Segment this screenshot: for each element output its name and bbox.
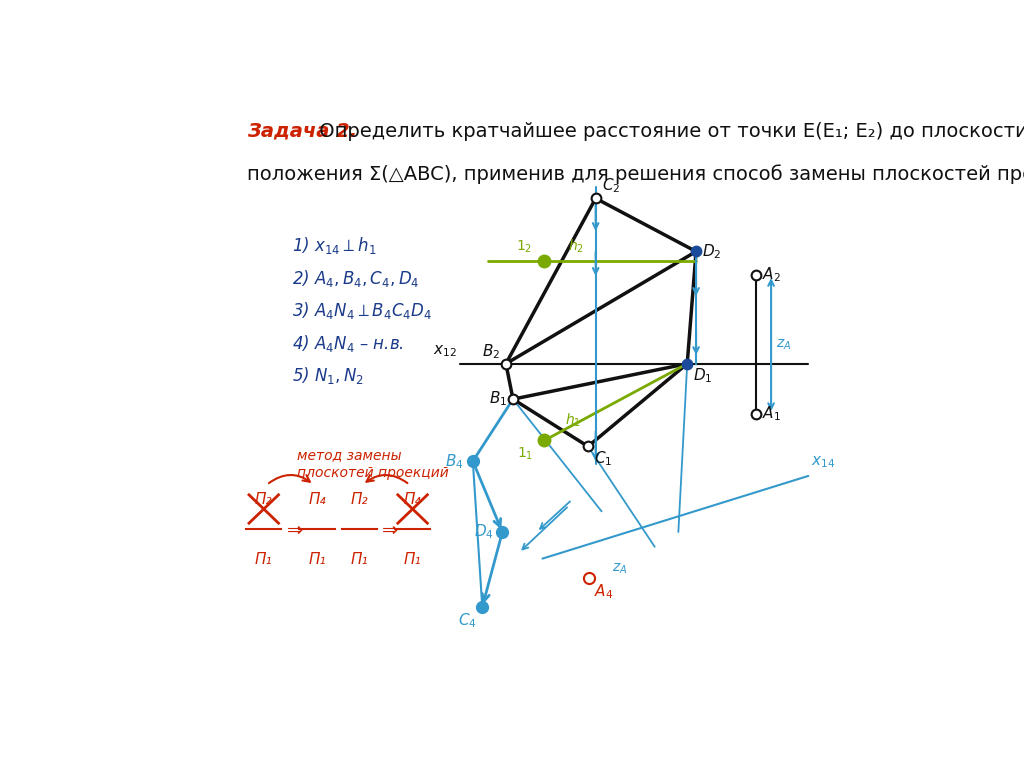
Text: $C_4$: $C_4$ (458, 612, 476, 630)
Text: $z_A$: $z_A$ (776, 337, 792, 352)
Text: положения Σ(△ABC), применив для решения способ замены плоскостей проекций.: положения Σ(△ABC), применив для решения … (247, 164, 1024, 184)
Text: 3) $A_4N_4\perp B_4C_4D_4$: 3) $A_4N_4\perp B_4C_4D_4$ (292, 300, 432, 321)
Text: $x_{12}$: $x_{12}$ (433, 344, 457, 359)
Text: $C_2$: $C_2$ (601, 176, 620, 196)
Text: П₄: П₄ (308, 492, 326, 507)
Text: $1_1$: $1_1$ (517, 445, 534, 462)
Text: $1_2$: $1_2$ (516, 239, 532, 255)
Text: $h_1$: $h_1$ (565, 411, 581, 429)
Text: $B_4$: $B_4$ (445, 452, 464, 470)
Text: П₂: П₂ (255, 492, 272, 507)
Text: $D_2$: $D_2$ (702, 242, 721, 261)
Text: $D_4$: $D_4$ (474, 522, 494, 542)
Text: $h_2$: $h_2$ (568, 238, 584, 255)
Text: П₄: П₄ (403, 492, 422, 507)
Text: $\Rightarrow$: $\Rightarrow$ (379, 519, 399, 538)
Text: $A_1$: $A_1$ (762, 404, 781, 423)
Text: $D_1$: $D_1$ (693, 367, 713, 385)
Text: $A_4$: $A_4$ (595, 582, 613, 601)
FancyBboxPatch shape (226, 89, 823, 686)
Text: $\Rightarrow$: $\Rightarrow$ (283, 519, 304, 538)
Text: П₂: П₂ (350, 492, 369, 507)
Text: 1) $x_{14} \perp h_1$: 1) $x_{14} \perp h_1$ (292, 235, 376, 256)
Text: $z_A$: $z_A$ (612, 562, 628, 577)
Text: П₁: П₁ (308, 551, 326, 567)
Text: метод замены
плоскотей проекций: метод замены плоскотей проекций (297, 448, 450, 480)
Text: $B_1$: $B_1$ (488, 390, 507, 409)
Text: Определить кратчайшее расстояние от точки E(E₁; E₂) до плоскости общего: Определить кратчайшее расстояние от точк… (313, 121, 1024, 141)
Text: П₁: П₁ (403, 551, 422, 567)
Text: П₁: П₁ (255, 551, 272, 567)
Text: $B_2$: $B_2$ (482, 342, 500, 360)
Text: $x_{14}$: $x_{14}$ (811, 454, 836, 470)
Text: 2) $A_4,B_4,C_4,D_4$: 2) $A_4,B_4,C_4,D_4$ (292, 268, 419, 288)
Text: Задача 2.: Задача 2. (247, 121, 357, 140)
Text: $A_2$: $A_2$ (762, 266, 781, 285)
Text: П₁: П₁ (350, 551, 369, 567)
Text: $C_1$: $C_1$ (594, 449, 612, 468)
Text: 5) $N_1,N_2$: 5) $N_1,N_2$ (292, 365, 364, 386)
Text: 4) $A_4N_4$ – н.в.: 4) $A_4N_4$ – н.в. (292, 333, 403, 354)
